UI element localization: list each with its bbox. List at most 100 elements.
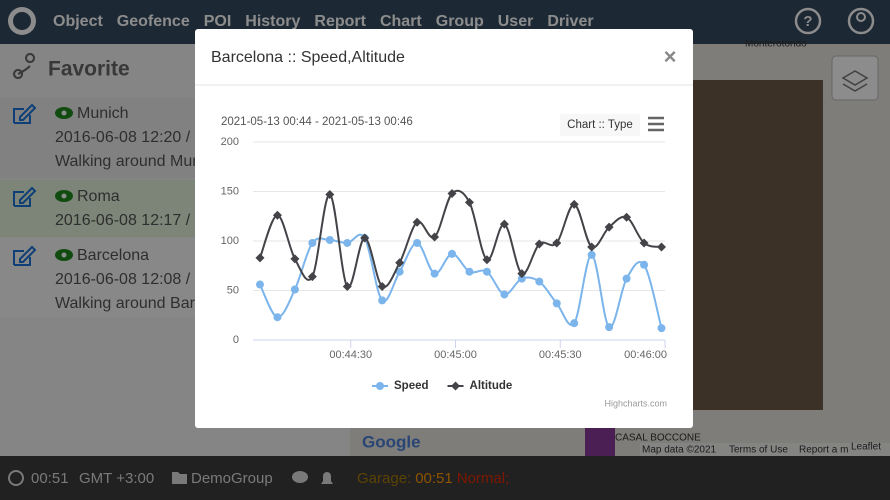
status-time: 00:51 (31, 470, 69, 487)
point (377, 282, 387, 292)
user-icon (856, 12, 866, 22)
chart-type-label: Chart :: Type (567, 119, 633, 131)
status-timezone: GMT +3:00 (79, 470, 154, 487)
close-button[interactable]: × (664, 44, 677, 69)
point (273, 313, 282, 322)
point (640, 260, 649, 269)
photo (693, 80, 823, 410)
point (570, 319, 579, 328)
point (342, 282, 352, 292)
nav-item[interactable]: POI (204, 13, 232, 30)
point (412, 217, 422, 227)
attribution[interactable]: Report a m (799, 445, 848, 456)
nav-item[interactable]: User (498, 13, 534, 30)
point (517, 274, 526, 283)
folder-icon (172, 472, 187, 484)
nav-item[interactable]: Driver (547, 13, 593, 30)
point (534, 239, 544, 249)
modal-title: Barcelona :: Speed,Altitude (211, 49, 405, 66)
point (482, 267, 491, 276)
visible-pupil (61, 252, 67, 258)
point (587, 242, 597, 252)
point (430, 232, 440, 242)
legend-marker (376, 382, 384, 390)
point (604, 222, 614, 232)
legend-label[interactable]: Speed (394, 380, 429, 392)
attribution-bg (640, 443, 890, 456)
point (587, 250, 596, 259)
nav-item[interactable]: Object (53, 13, 103, 30)
point (343, 238, 352, 247)
y-tick-label: 100 (221, 235, 239, 247)
logo-inner (13, 12, 31, 30)
object-time: 2016-06-08 12:08 / (55, 271, 191, 288)
point (413, 238, 422, 247)
status-garage: Garage: 00:51 Normal; (357, 470, 509, 487)
x-tick-label: 00:45:00 (434, 349, 477, 361)
point (639, 238, 649, 248)
object-name: Barcelona (77, 247, 149, 264)
point (517, 269, 527, 279)
chat-icon[interactable] (292, 471, 308, 483)
point (622, 274, 631, 283)
object-time: 2016-06-08 12:20 / (55, 129, 191, 146)
chart-type-button[interactable] (560, 114, 640, 136)
point (552, 238, 562, 248)
nav-item[interactable]: Group (436, 13, 484, 30)
clock-icon (8, 470, 24, 486)
point (360, 233, 370, 243)
object-name: Munich (77, 105, 129, 122)
point (447, 188, 457, 198)
y-tick-label: 0 (233, 334, 239, 346)
point (622, 212, 632, 222)
point (657, 324, 666, 333)
y-tick-label: 150 (221, 185, 239, 197)
point (500, 290, 509, 299)
garage-state: Normal; (457, 470, 510, 487)
garage-time: 00:51 (415, 470, 453, 487)
edit-icon[interactable] (13, 186, 37, 207)
point (325, 236, 334, 245)
point (569, 199, 579, 209)
nav-item[interactable]: Report (314, 13, 366, 30)
attribution[interactable]: Terms of Use (729, 445, 788, 456)
object-note: Walking around Bar (55, 295, 196, 312)
visible-pupil (61, 110, 67, 116)
chart-menu[interactable] (648, 116, 664, 132)
map-logo: Google (362, 432, 421, 451)
x-tick-label: 00:44:30 (329, 349, 372, 361)
attribution: Map data ©2021 (642, 445, 717, 456)
nav-item[interactable]: Chart (380, 13, 422, 30)
user-button[interactable] (847, 7, 875, 35)
chart-subtitle: 2021-05-13 00:44 - 2021-05-13 00:46 (221, 116, 413, 128)
object-time: 2016-06-08 12:17 / (55, 212, 191, 229)
legend-label[interactable]: Altitude (470, 380, 513, 392)
point (272, 210, 282, 220)
edit-icon[interactable] (13, 103, 37, 124)
point (395, 267, 404, 276)
point (378, 296, 387, 305)
status-group[interactable]: DemoGroup (191, 470, 273, 487)
point (535, 277, 544, 286)
point (605, 323, 614, 332)
point (255, 280, 264, 289)
help-icon: ? (803, 13, 812, 30)
x-tick-label: 00:46:00 (624, 349, 667, 361)
favorite-icon (13, 53, 36, 79)
point (464, 197, 474, 207)
chart-credits[interactable]: Highcharts.com (604, 398, 667, 408)
y-tick-label: 200 (221, 136, 239, 148)
point (552, 299, 561, 308)
edit-icon[interactable] (13, 245, 37, 266)
point (448, 249, 457, 258)
y-tick-label: 50 (227, 284, 239, 296)
point (499, 219, 509, 229)
layers-button[interactable] (831, 55, 879, 101)
attribution[interactable]: Leaflet (851, 442, 881, 453)
legend-marker (451, 381, 461, 391)
help-button[interactable] (794, 7, 822, 35)
nav-item[interactable]: Geofence (117, 13, 190, 30)
bell-icon[interactable] (321, 472, 333, 484)
map-place: Monterotondo (745, 39, 807, 50)
nav-item[interactable]: History (245, 13, 300, 30)
